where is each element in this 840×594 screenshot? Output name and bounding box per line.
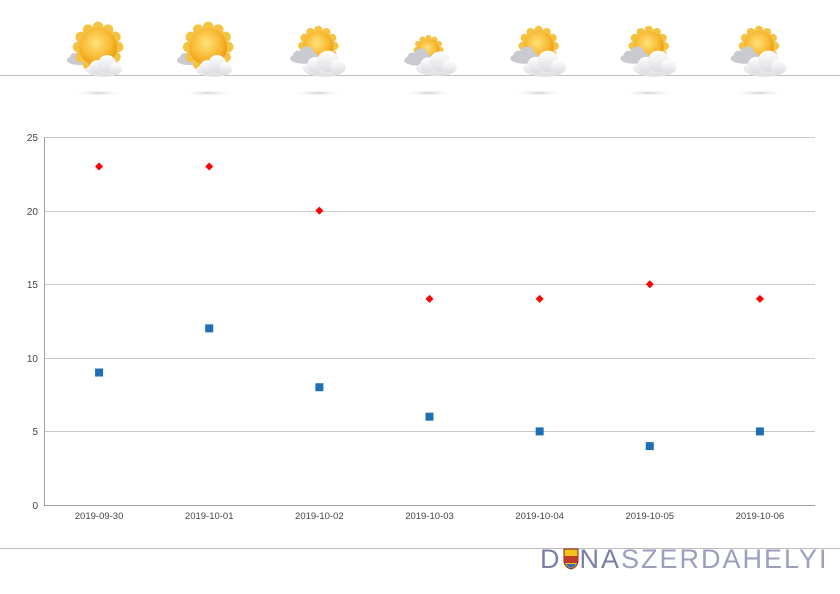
x-tick-label: 2019-10-02	[295, 511, 344, 522]
logo-text-part3: SZERDAHELYI	[621, 543, 829, 574]
y-tick-label: 20	[27, 207, 39, 218]
y-tick-label: 0	[32, 501, 38, 512]
x-tick-label: 2019-09-30	[75, 511, 124, 522]
data-point-series-1	[645, 280, 654, 289]
y-tick-label: 15	[27, 280, 39, 291]
y-tick-label: 10	[27, 354, 39, 365]
partly-cloudy-icon	[510, 25, 567, 96]
data-point-series-2	[535, 427, 544, 436]
logo-text-part2: NA	[579, 543, 622, 574]
mostly-sunny-icon	[66, 21, 126, 96]
y-tick-label: 25	[27, 133, 39, 144]
data-point-series-1	[755, 294, 764, 303]
forecast-icons	[66, 21, 787, 96]
brand-logo: D NA SZERDAHELYI	[540, 542, 829, 576]
data-point-series-2	[95, 368, 104, 377]
partly-cloudy-icon	[620, 25, 677, 96]
y-tick-label: 5	[32, 427, 38, 438]
data-point-series-2	[315, 383, 324, 392]
temperature-chart: 0 5 10 15 20 25 2019-09-30 2019-10-01 2019-10-02…	[27, 133, 815, 522]
data-point-series-1	[95, 162, 104, 171]
x-tick-label: 2019-10-01	[185, 511, 234, 522]
x-tick-label: 2019-10-06	[736, 511, 785, 522]
partly-cloudy-icon	[730, 25, 787, 96]
data-point-series-2	[425, 412, 434, 421]
partly-cloudy-icon	[289, 25, 346, 96]
logo-text-part1: D	[540, 543, 562, 574]
cloudy-icon	[401, 34, 457, 96]
mostly-sunny-icon	[177, 21, 236, 96]
data-point-series-1	[315, 206, 324, 215]
data-point-series-2	[645, 442, 654, 451]
coat-of-arms-icon	[563, 548, 578, 570]
data-point-series-1	[205, 162, 214, 171]
data-point-series-1	[425, 294, 434, 303]
data-point-series-1	[535, 294, 544, 303]
x-tick-label: 2019-10-04	[515, 511, 564, 522]
data-point-series-2	[755, 427, 764, 436]
data-point-series-2	[205, 324, 214, 333]
x-tick-label: 2019-10-03	[405, 511, 454, 522]
x-tick-label: 2019-10-05	[625, 511, 674, 522]
